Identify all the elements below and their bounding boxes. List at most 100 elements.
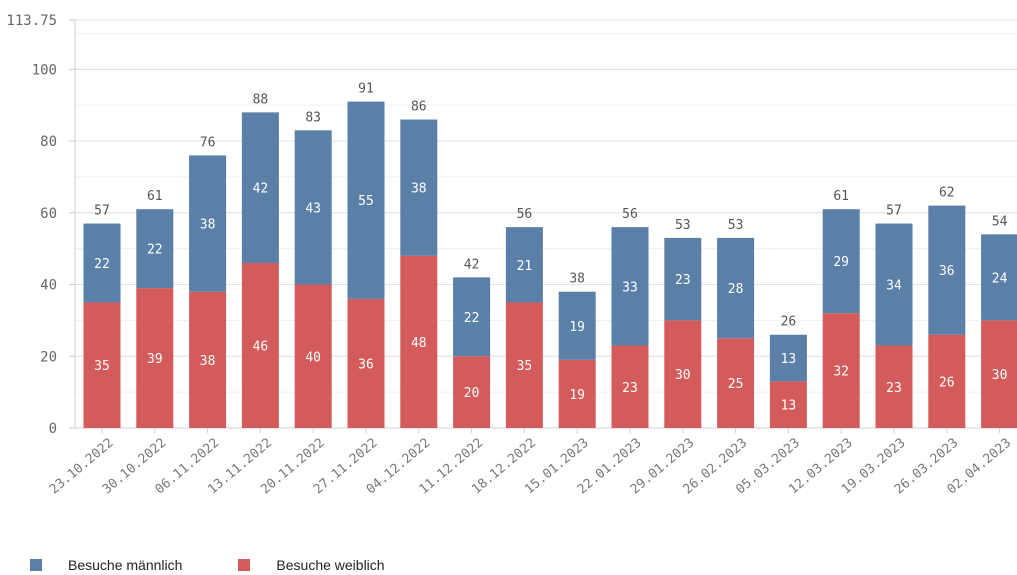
data-label-total: 88 [253,92,269,107]
data-label-male: 38 [200,218,216,233]
data-label-male: 38 [411,182,427,197]
data-label-female: 39 [147,352,163,367]
data-label-male: 29 [833,255,849,270]
data-label-total: 42 [464,257,480,272]
bar-male [611,227,649,346]
bar-male [558,291,596,360]
data-label-male: 22 [94,257,110,272]
data-label-total: 91 [358,82,374,97]
bar-male [83,223,121,303]
data-label-total: 61 [833,189,849,204]
y-tick-label: 100 [32,62,57,78]
bar-male [981,234,1017,321]
bar-male [400,119,438,256]
data-label-male: 28 [728,282,744,297]
y-tick-label: 40 [40,278,57,294]
bar-female [558,359,596,428]
data-label-female: 13 [781,399,797,414]
data-label-total: 61 [147,189,163,204]
bar-female [611,345,649,428]
data-label-female: 30 [675,368,691,383]
data-label-female: 38 [200,354,216,369]
data-label-female: 23 [886,381,902,396]
y-tick-label: 20 [40,349,57,365]
legend-item-female[interactable]: Besuche weiblich [238,557,385,573]
bar-female [928,334,966,428]
data-label-total: 86 [411,100,427,115]
legend-label-female: Besuche weiblich [276,557,385,573]
bar-female [453,356,491,428]
bar-male [664,237,702,321]
data-label-total: 57 [94,204,110,219]
bar-male [822,209,860,314]
data-label-total: 76 [200,135,216,150]
data-label-female: 20 [464,386,480,401]
y-tick-label: 113.75 [6,13,57,29]
bar-male [717,237,755,339]
bar-female [505,302,543,428]
legend-swatch-male [30,559,42,571]
bar-female [717,338,755,428]
data-label-male: 23 [675,273,691,288]
bar-female [822,313,860,428]
data-label-total: 57 [886,204,902,219]
bar-female [83,302,121,428]
bar-male [453,277,491,357]
data-label-total: 56 [622,207,638,222]
data-label-female: 35 [94,359,110,374]
data-label-female: 25 [728,377,744,392]
bar-male [505,227,543,303]
data-label-male: 22 [147,243,163,258]
bar-female [136,288,174,428]
bar-female [347,298,385,428]
bar-female [769,381,807,428]
data-label-total: 83 [305,110,321,125]
bar-female [189,291,227,428]
data-label-male: 42 [253,182,269,197]
data-label-total: 54 [992,214,1008,229]
bar-female [981,320,1017,428]
data-label-female: 23 [622,381,638,396]
data-label-male: 19 [569,320,585,335]
legend-swatch-female [238,559,251,571]
data-label-male: 24 [992,271,1008,286]
bar-male [347,101,385,299]
data-label-total: 26 [781,315,797,330]
data-label-female: 30 [992,368,1008,383]
legend-label-male: Besuche männlich [68,557,183,573]
bar-male [928,205,966,335]
bar-female [400,255,438,428]
data-label-male: 13 [781,352,797,367]
data-label-male: 33 [622,280,638,295]
data-label-male: 55 [358,194,374,209]
bar-male [136,209,174,289]
data-label-female: 35 [517,359,533,374]
y-tick-label: 0 [49,421,57,437]
data-label-total: 53 [728,218,744,233]
y-tick-label: 80 [40,134,57,150]
bar-female [294,284,332,428]
bar-male [241,112,279,264]
data-label-male: 43 [305,201,321,216]
data-label-female: 40 [305,350,321,365]
stacked-bar-chart: 020406080100113.7535225723.10.2022392261… [6,13,1017,497]
data-label-female: 48 [411,336,427,351]
data-label-female: 46 [253,340,269,355]
bar-female [875,345,913,428]
legend: Besuche männlich Besuche weiblich [30,557,385,573]
bar-male [875,223,913,346]
legend-item-male[interactable]: Besuche männlich [30,557,182,573]
data-label-total: 38 [569,272,585,287]
data-label-female: 32 [833,365,849,380]
data-label-male: 22 [464,311,480,326]
bar-male [769,334,807,382]
data-label-total: 56 [517,207,533,222]
bar-male [189,155,227,292]
data-label-female: 19 [569,388,585,403]
data-label-female: 36 [358,357,374,372]
data-label-male: 34 [886,279,902,294]
data-label-female: 26 [939,375,955,390]
bar-male [294,130,332,285]
data-label-male: 36 [939,264,955,279]
data-label-total: 62 [939,186,955,201]
